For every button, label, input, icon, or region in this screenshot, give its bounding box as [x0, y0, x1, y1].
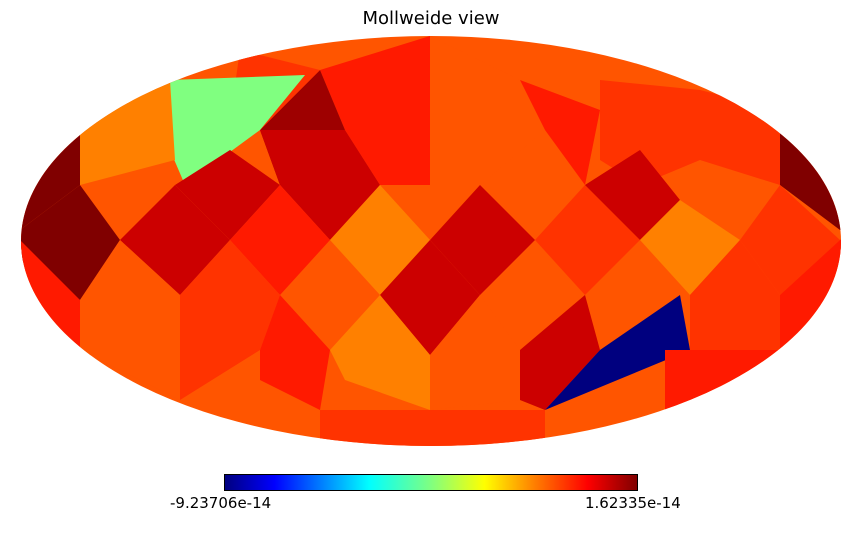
pixel-region: [640, 200, 740, 295]
pixel-region: [600, 80, 700, 185]
pixel-region: [21, 240, 80, 350]
pixel-region: [665, 350, 780, 410]
map-title: Mollweide view: [362, 8, 500, 29]
pixel-region: [430, 185, 535, 295]
pixel-region: [690, 240, 780, 350]
pixel-region: [260, 295, 330, 410]
pixel-region: [80, 240, 180, 400]
pixel-region: [535, 185, 640, 295]
colorbar-min-label: -9.23706e-14: [170, 494, 272, 512]
pixel-region: [380, 240, 480, 355]
colorbar: [224, 474, 638, 491]
pixel-region: [170, 75, 305, 185]
colorbar-max-label: 1.62335e-14: [585, 494, 681, 512]
pixel-region: [320, 36, 430, 185]
pixel-region: [585, 150, 680, 240]
pixel-region: [430, 295, 520, 410]
pixel-region: [430, 410, 545, 446]
pixel-region: [840, 230, 841, 300]
pixel-region: [740, 185, 840, 295]
pixel-region: [260, 130, 380, 240]
pixel-region: [520, 80, 600, 185]
pixel-region: [780, 240, 841, 350]
pixel-region: [120, 185, 230, 295]
pixel-region: [430, 36, 545, 185]
pixel-region: [175, 150, 280, 240]
pixel-region: [330, 295, 430, 410]
pixel-region: [545, 295, 690, 410]
pixel-region: [520, 295, 600, 410]
pixel-region: [320, 410, 430, 446]
pixel-region: [180, 240, 280, 400]
